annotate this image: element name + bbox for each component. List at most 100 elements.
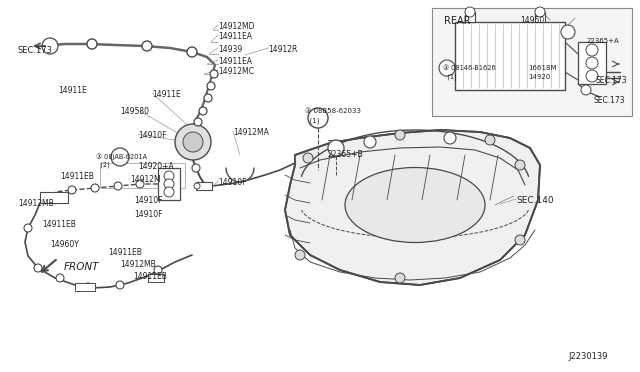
Text: 14911EA: 14911EA (218, 57, 252, 66)
Text: 14912MA: 14912MA (233, 128, 269, 137)
Text: 14912R: 14912R (268, 45, 298, 54)
Circle shape (485, 135, 495, 145)
Bar (465, 12, 475, 22)
Bar (196, 182, 212, 190)
Circle shape (465, 7, 475, 17)
Text: 14912MB: 14912MB (18, 199, 54, 208)
Circle shape (561, 25, 575, 39)
Text: 149580: 149580 (120, 107, 149, 116)
Bar (75, 283, 95, 291)
Circle shape (42, 38, 58, 54)
Text: 14911E: 14911E (58, 86, 87, 95)
Circle shape (364, 136, 376, 148)
Circle shape (439, 60, 455, 76)
Circle shape (586, 57, 598, 69)
Bar (100, 163, 185, 188)
Circle shape (164, 171, 174, 181)
Circle shape (164, 187, 174, 197)
Text: 14939: 14939 (218, 45, 243, 54)
Circle shape (199, 107, 207, 115)
Circle shape (183, 132, 203, 152)
Circle shape (192, 164, 200, 172)
Circle shape (586, 70, 598, 82)
Text: 14911EB: 14911EB (60, 172, 94, 181)
Text: ③ 08B58-62033: ③ 08B58-62033 (305, 108, 361, 114)
Circle shape (56, 274, 64, 282)
Circle shape (586, 44, 598, 56)
Circle shape (207, 82, 215, 90)
Text: 14950: 14950 (520, 16, 544, 25)
Text: 14912MC: 14912MC (218, 67, 254, 76)
Text: FRONT: FRONT (64, 262, 99, 272)
Text: 14960Y: 14960Y (50, 240, 79, 249)
Circle shape (164, 179, 174, 189)
Bar (40, 192, 68, 203)
Bar (535, 12, 545, 22)
Circle shape (175, 124, 211, 160)
Bar (148, 274, 164, 282)
Circle shape (308, 108, 328, 128)
Text: SEC.173: SEC.173 (18, 46, 53, 55)
Circle shape (581, 85, 591, 95)
Circle shape (114, 182, 122, 190)
Text: SEC.173: SEC.173 (596, 76, 628, 85)
Circle shape (142, 41, 152, 51)
Circle shape (116, 281, 124, 289)
Text: 14911EB: 14911EB (42, 220, 76, 229)
Text: ③ 08JAB-6201A: ③ 08JAB-6201A (96, 153, 147, 160)
Bar (432, 8, 632, 116)
Text: (1): (1) (305, 117, 319, 124)
Text: 22365+A: 22365+A (587, 38, 620, 44)
Circle shape (515, 160, 525, 170)
Text: 16618M: 16618M (528, 65, 557, 71)
Circle shape (395, 130, 405, 140)
Bar (158, 168, 180, 200)
Text: 14912M: 14912M (130, 175, 161, 184)
Circle shape (210, 70, 218, 78)
Text: 14911EA: 14911EA (218, 32, 252, 41)
Circle shape (91, 184, 99, 192)
Text: SEC.173: SEC.173 (594, 96, 626, 105)
Text: (2): (2) (96, 162, 109, 169)
Circle shape (395, 273, 405, 283)
Circle shape (34, 264, 42, 272)
Text: 14910F: 14910F (134, 210, 163, 219)
Circle shape (187, 47, 197, 57)
Text: 14911EB: 14911EB (133, 272, 167, 281)
Circle shape (194, 118, 202, 126)
Circle shape (303, 153, 313, 163)
Text: SEC.140: SEC.140 (516, 196, 554, 205)
Circle shape (154, 266, 162, 274)
Circle shape (204, 94, 212, 102)
Circle shape (111, 148, 129, 166)
Circle shape (515, 235, 525, 245)
Text: ③ 08146-B1626: ③ 08146-B1626 (443, 65, 496, 71)
Circle shape (295, 250, 305, 260)
Text: 22365+B: 22365+B (328, 150, 364, 159)
Polygon shape (285, 130, 540, 285)
Circle shape (24, 224, 32, 232)
Circle shape (328, 140, 344, 156)
Text: 14910F: 14910F (138, 131, 166, 140)
Circle shape (68, 186, 76, 194)
Circle shape (136, 180, 144, 188)
Text: J2230139: J2230139 (568, 352, 608, 361)
Circle shape (87, 39, 97, 49)
Circle shape (444, 132, 456, 144)
Text: 14910F: 14910F (134, 196, 163, 205)
Circle shape (194, 183, 200, 189)
Text: 14910F: 14910F (218, 178, 246, 187)
Text: 14920+A: 14920+A (138, 162, 173, 171)
Text: REAR: REAR (444, 16, 470, 26)
Circle shape (535, 7, 545, 17)
Text: 14912MD: 14912MD (218, 22, 255, 31)
Text: 14920: 14920 (528, 74, 550, 80)
Text: 14911E: 14911E (152, 90, 180, 99)
Text: 14911EB: 14911EB (108, 248, 142, 257)
Bar (100, 163, 185, 188)
Text: (1): (1) (443, 74, 456, 80)
Ellipse shape (345, 167, 485, 243)
Bar (578, 42, 606, 84)
Circle shape (84, 283, 92, 291)
Text: 14912MB: 14912MB (120, 260, 156, 269)
